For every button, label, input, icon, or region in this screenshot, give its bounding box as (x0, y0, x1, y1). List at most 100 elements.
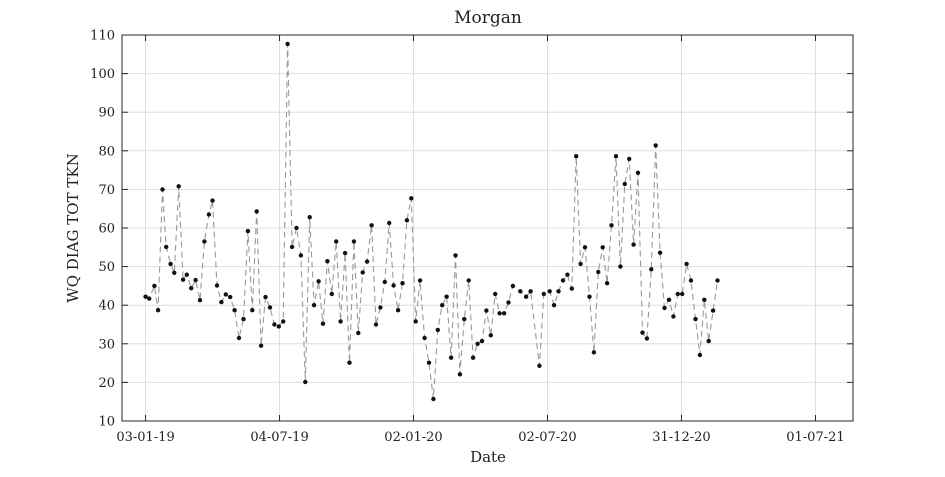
data-point (644, 336, 650, 341)
data-point (189, 286, 194, 291)
data-point (587, 294, 592, 299)
data-point (591, 350, 597, 355)
data-point (143, 294, 148, 299)
data-point (409, 196, 414, 201)
data-point (391, 283, 396, 288)
grid (122, 34, 853, 422)
data-point (604, 281, 610, 286)
data-point (510, 283, 516, 289)
data-point (160, 187, 165, 192)
data-point (475, 341, 480, 346)
data-point (715, 278, 720, 283)
y-tick-label: 80 (98, 144, 115, 159)
data-point (688, 278, 694, 283)
data-point (422, 335, 427, 341)
data-point (155, 308, 161, 313)
data-point (462, 316, 467, 322)
data-point (258, 343, 264, 348)
data-point (635, 170, 641, 175)
data-point (329, 291, 334, 297)
data-point (325, 259, 330, 264)
data-point (613, 154, 619, 159)
y-axis-label: WQ DIAG TOT TKN (64, 153, 82, 302)
data-point (596, 269, 601, 275)
data-point (303, 379, 308, 385)
data-point (206, 212, 212, 217)
data-point (356, 330, 361, 336)
x-tick-label: 01-07-21 (786, 430, 844, 445)
x-tick-labels: 03-01-19 04-07-19 02-01-20 02-07-20 31-12-20… (116, 430, 844, 445)
data-point (197, 298, 203, 303)
data-point (466, 278, 471, 283)
data-point (551, 303, 557, 308)
series-line (145, 43, 719, 400)
data-point (289, 244, 295, 250)
data-point (172, 270, 177, 275)
x-tick-label: 03-01-19 (116, 430, 174, 445)
data-point (631, 242, 636, 247)
data-point (444, 294, 449, 299)
data-point (369, 223, 374, 228)
data-point (537, 363, 542, 368)
data-point (413, 319, 418, 324)
data-point (263, 294, 268, 300)
data-point (457, 372, 463, 377)
data-point (272, 322, 277, 327)
data-point (254, 209, 259, 214)
data-point (680, 291, 685, 297)
x-axis-label: Date (470, 448, 506, 466)
data-point (232, 308, 237, 313)
y-tick-label: 100 (90, 67, 115, 82)
data-point (506, 300, 511, 305)
data-point (493, 291, 498, 297)
data-point (565, 272, 570, 277)
data-point (675, 291, 680, 297)
data-point (479, 338, 485, 344)
data-point (219, 299, 224, 305)
data-point (702, 297, 707, 302)
data-point (400, 281, 405, 286)
data-point (202, 239, 207, 244)
y-tick-labels: 10 20 30 40 50 60 70 80 90 100 110 (90, 29, 115, 430)
data-point (378, 305, 383, 310)
data-point (351, 239, 357, 244)
data-point (662, 305, 667, 311)
y-tick-label: 50 (98, 260, 115, 275)
data-point (245, 228, 251, 234)
data-point (666, 297, 672, 302)
data-point (435, 327, 440, 333)
data-point (338, 319, 343, 324)
data-point (671, 314, 676, 319)
data-point (285, 41, 290, 47)
data-point (417, 278, 423, 283)
data-point (448, 355, 454, 360)
data-point (684, 261, 689, 267)
data-point (147, 296, 152, 301)
data-point (360, 270, 365, 275)
data-point (307, 215, 312, 220)
data-point (440, 303, 445, 308)
data-point (697, 352, 703, 358)
data-point (241, 316, 246, 322)
data-point (693, 316, 698, 322)
data-point (267, 305, 273, 310)
data-point (569, 286, 574, 291)
data-point (528, 289, 533, 294)
data-point (541, 291, 546, 297)
data-point (649, 267, 654, 272)
data-point (501, 311, 507, 316)
data-point (164, 244, 169, 250)
data-point (152, 283, 157, 289)
data-point (627, 156, 632, 162)
data-point (484, 308, 489, 313)
data-point (488, 333, 493, 338)
y-tick-label: 20 (98, 376, 115, 391)
data-point (250, 308, 255, 313)
data-point (404, 218, 410, 223)
x-tick-label: 02-01-20 (384, 430, 442, 445)
data-point (223, 292, 228, 297)
data-point (184, 272, 189, 277)
data-point (228, 294, 233, 300)
